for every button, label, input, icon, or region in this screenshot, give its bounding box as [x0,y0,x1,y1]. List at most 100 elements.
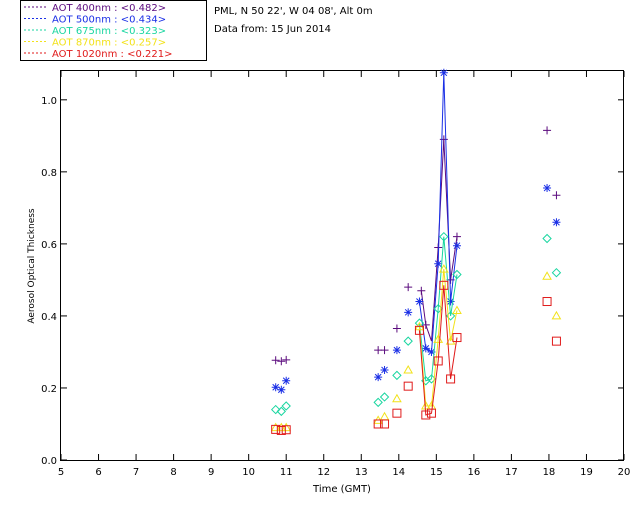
series-line [418,285,458,416]
point-asterisk [552,218,561,227]
point-diamond [439,231,449,242]
point-asterisk [404,308,413,317]
point-plus [439,135,448,144]
point-asterisk [427,347,436,356]
y-tick-label: 0.6 [41,240,57,251]
point-plus [282,355,291,364]
x-tick-label: 13 [355,467,368,478]
point-asterisk [421,344,430,353]
legend: AOT 400nm : <0.482>AOT 500nm : <0.434>AO… [20,0,207,61]
x-axis-label: Time (GMT) [312,484,371,495]
point-triangle [438,264,449,273]
date-text: Data from: 15 Jun 2014 [214,24,332,35]
point-plus [380,346,389,355]
series-line [418,236,458,382]
point-triangle [452,305,462,315]
point-square [403,381,413,391]
point-triangle [392,393,402,403]
point-square [452,333,462,343]
x-tick-label: 5 [58,467,64,478]
legend-label: AOT 500nm : <0.434> [52,15,166,26]
x-tick-label: 11 [280,467,293,478]
point-square [421,410,431,420]
point-asterisk [446,297,455,306]
axis-ticks: 5 6 7 8 9 10 11 12 13 14 15 16 17 18 19 20 0.0 0.2 0.4 0.6 0… [41,71,630,478]
point-square [281,425,291,435]
point-asterisk [277,385,286,394]
point-diamond [281,401,291,411]
x-tick-label: 6 [95,467,101,478]
y-tick-label: 0.0 [41,456,57,467]
point-plus [404,283,413,292]
legend-label: AOT 675nm : <0.323> [52,26,166,37]
series-layer [270,68,562,435]
x-tick-label: 14 [392,467,405,478]
point-asterisk [392,346,401,355]
point-plus [421,320,430,329]
legend-label: AOT 400nm : <0.482> [52,3,166,14]
series-3 [270,231,562,417]
y-axis-label: Aerosol Optical Thickness [27,208,37,324]
y-tick-label: 0.8 [41,168,57,179]
x-tick-label: 19 [580,467,593,478]
series-5 [271,280,561,435]
x-tick-label: 18 [543,467,556,478]
point-plus [543,126,552,135]
point-asterisk [380,365,389,374]
point-square [414,325,424,335]
point-square [392,408,402,418]
point-square [373,419,383,429]
y-tick-label: 0.4 [41,312,57,323]
x-tick-label: 8 [170,467,176,478]
point-square [439,280,449,290]
point-diamond [403,336,413,346]
point-asterisk [271,383,280,392]
point-asterisk [543,184,552,193]
point-square [426,408,436,418]
point-plus [452,232,461,241]
x-tick-label: 16 [467,467,480,478]
point-triangle [281,422,292,432]
legend-label: AOT 870nm : <0.257> [52,38,166,49]
point-diamond [452,269,462,280]
location-text: PML, N 50 22', W 04 08', Alt 0m [214,6,373,17]
point-diamond [379,392,390,402]
point-plus [392,324,401,333]
point-diamond [276,406,287,417]
point-diamond [270,404,281,415]
x-tick-label: 9 [208,467,214,478]
plot-frame [60,70,624,461]
point-asterisk [374,373,383,382]
point-square [542,297,552,307]
x-tick-label: 10 [242,467,255,478]
x-tick-label: 12 [317,467,330,478]
point-diamond [392,370,402,381]
x-tick-label: 7 [133,467,139,478]
point-square [433,356,443,366]
point-plus [277,357,286,366]
x-tick-label: 15 [430,467,443,478]
point-asterisk [439,68,448,77]
x-tick-label: 17 [505,467,518,478]
point-asterisk [452,241,461,250]
point-asterisk [282,376,291,385]
series-2 [271,68,561,394]
point-triangle [551,310,562,320]
point-plus [552,191,561,200]
point-diamond [551,267,562,278]
point-asterisk [415,297,424,306]
x-tick-label: 20 [618,467,631,478]
point-plus [417,286,426,295]
point-square [271,424,281,434]
point-square [446,374,456,384]
point-triangle [542,271,552,280]
point-asterisk [434,259,443,268]
legend-label: AOT 1020nm : <0.221> [52,49,172,60]
point-diamond [542,233,552,244]
y-tick-label: 0.2 [41,384,57,395]
series-line [418,269,458,407]
point-plus [271,356,280,365]
point-square [380,419,390,429]
point-square [276,425,286,435]
